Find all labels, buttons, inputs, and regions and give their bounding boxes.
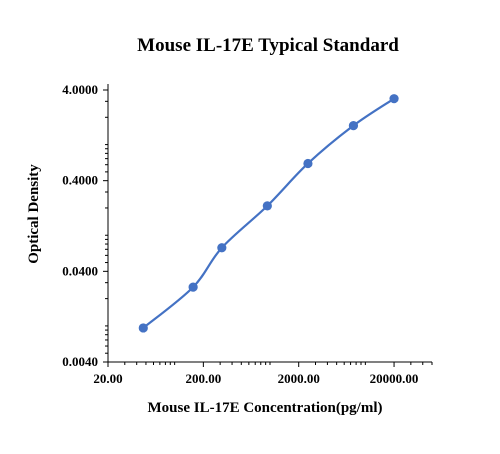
series-line [142,97,395,329]
y-tick-label: 0.0040 [62,354,98,369]
data-point [303,158,313,169]
data-point [262,201,272,211]
x-tick-label: 20000.00 [370,371,419,386]
axes: 0.0040 0.0400 0.4000 4.0000 20.00 200.00 2000.… [62,82,433,386]
data-point [138,323,148,333]
x-axis-label: Mouse IL-17E Concentration(pg/ml) [148,400,383,416]
chart-title: Mouse IL-17E Typical Standard [137,35,399,56]
x-tick-label: 20.00 [93,371,122,386]
y-tick-label: 0.4000 [62,173,98,188]
x-tick-label: 2000.00 [278,371,320,386]
data-point [217,243,227,253]
x-tick-label: 200.00 [185,371,221,386]
data-point [389,94,399,104]
y-tick-label: 0.0400 [62,263,98,278]
y-axis-label: Optical Density [26,164,42,264]
data-point [348,120,359,131]
data-point [188,282,198,292]
plot-area [138,94,399,333]
y-tick-label: 4.0000 [62,82,98,97]
